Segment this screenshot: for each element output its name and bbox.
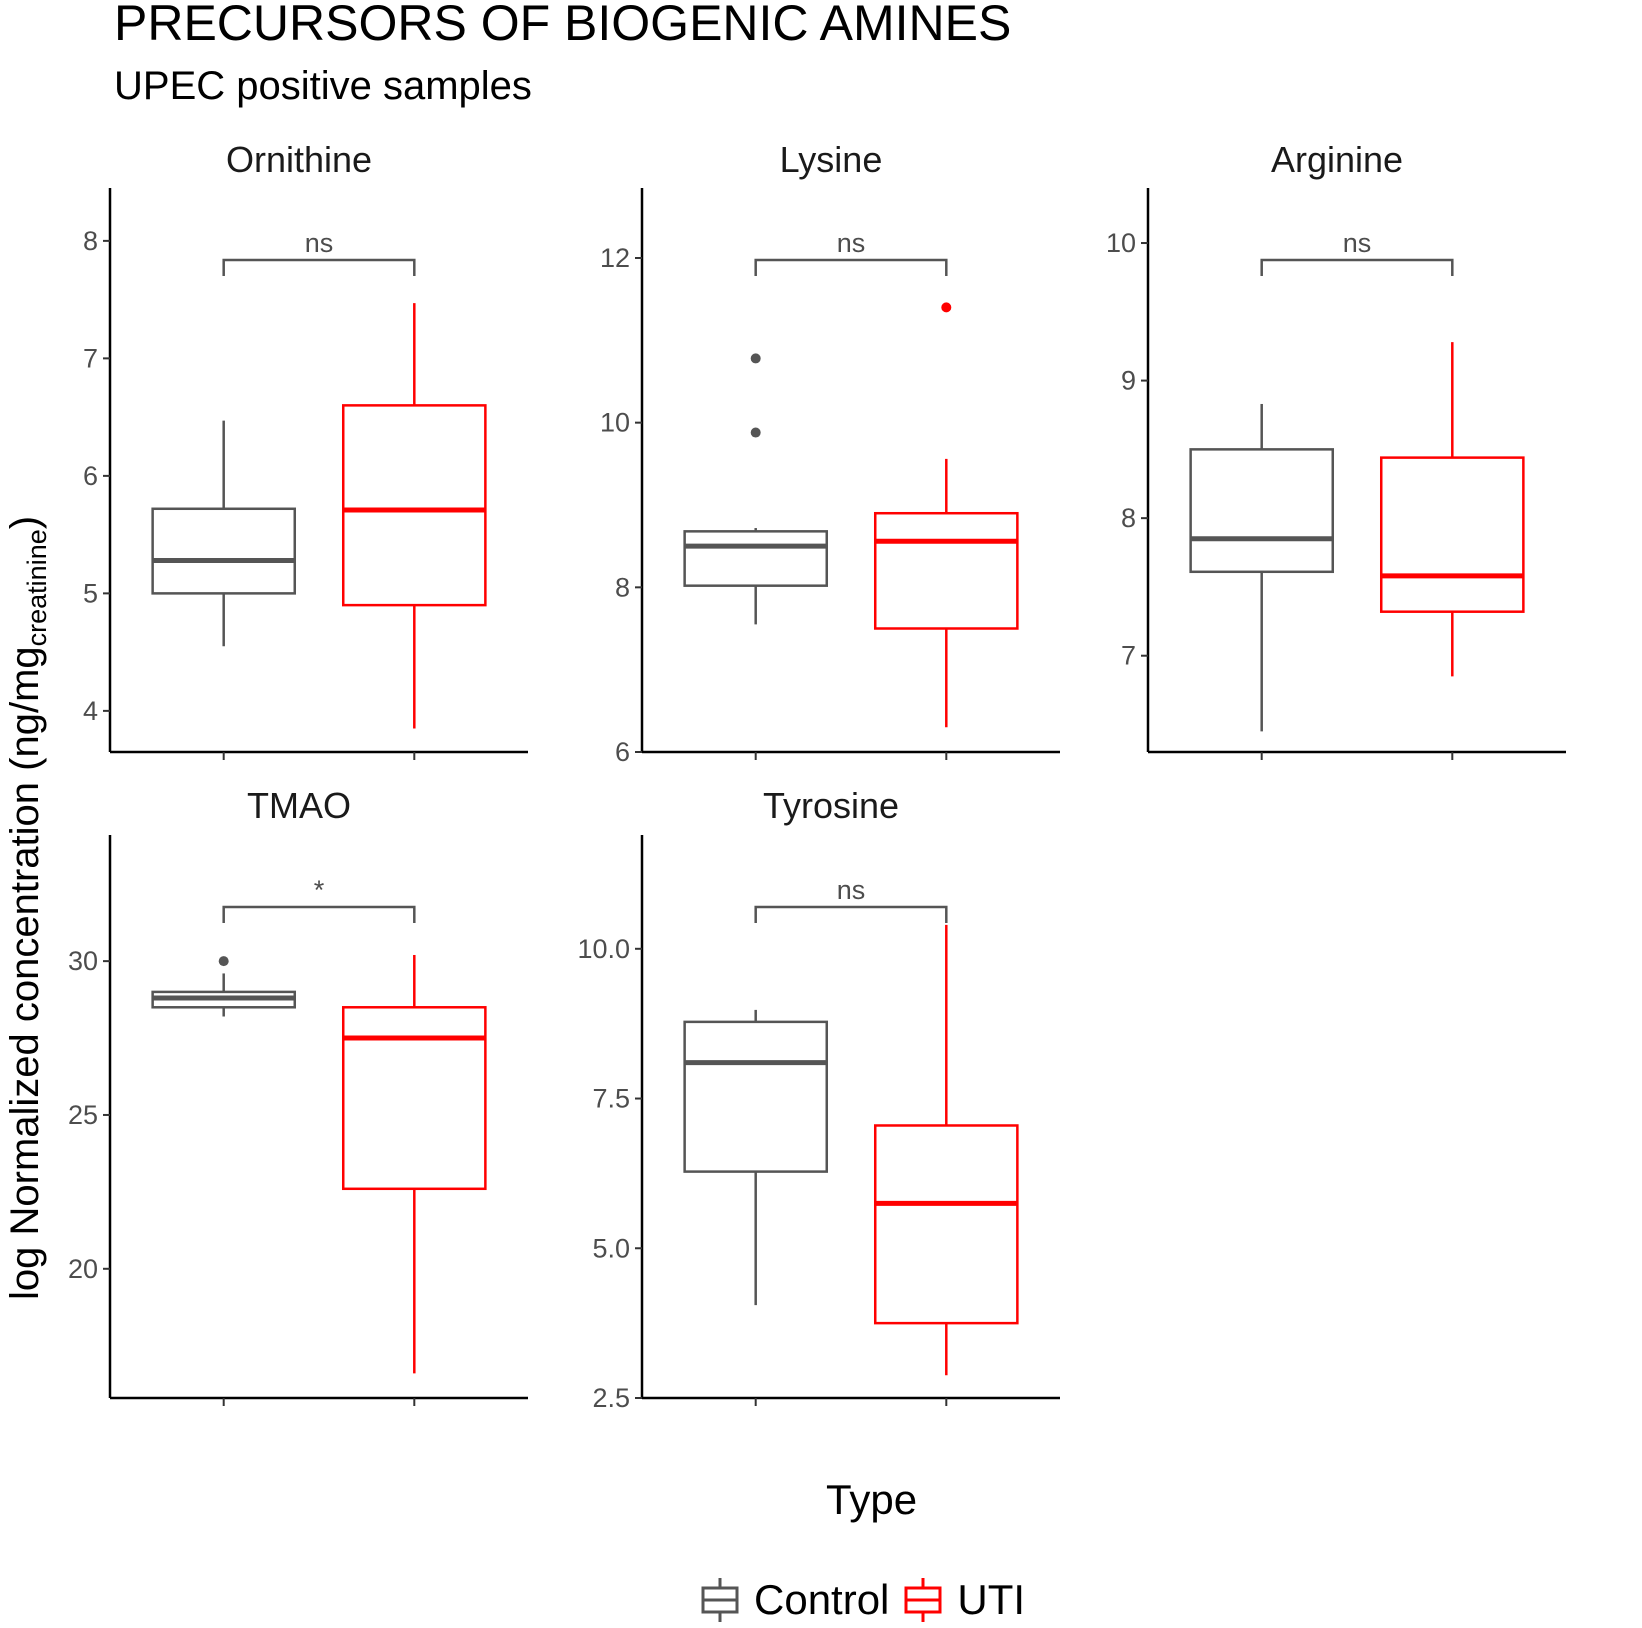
outlier-point: [941, 302, 952, 313]
significance-label: ns: [837, 228, 866, 258]
y-tick-label: 7.5: [592, 1084, 630, 1114]
boxplot-key-icon-control: [701, 1578, 739, 1622]
facet-tmao: TMAO 20 25 30 *: [68, 785, 528, 1406]
y-tick-label: 12: [600, 243, 630, 273]
facet-title: Arginine: [1271, 139, 1403, 180]
y-tick-label: 8: [83, 226, 98, 256]
facet-tyrosine: Tyrosine 2.5 5.0 7.5 10.0 ns: [577, 785, 1060, 1413]
chart-subtitle: UPEC positive samples: [114, 64, 532, 108]
y-tick-label: 2.5: [592, 1383, 630, 1413]
y-tick-label: 8: [1121, 503, 1136, 533]
y-tick-label: 9: [1121, 366, 1136, 396]
legend-label-control: Control: [754, 1576, 890, 1623]
outlier-point: [750, 427, 761, 438]
chart-title: PRECURSORS OF BIOGENIC AMINES: [114, 0, 1012, 51]
boxplot-uti: [873, 302, 1019, 728]
facet-arginine: Arginine 7 8 9 10 ns: [1106, 139, 1566, 760]
facet-title: Ornithine: [226, 139, 372, 180]
y-tick-label: 8: [615, 572, 630, 602]
legend: Control UTI: [700, 1572, 1039, 1628]
boxplot-control: [683, 1009, 829, 1306]
significance-label: ns: [1343, 228, 1372, 258]
significance-bracket: [222, 258, 416, 276]
y-tick-label: 25: [68, 1100, 98, 1130]
significance-label: ns: [305, 228, 334, 258]
boxplot-uti: [341, 303, 487, 729]
significance-bracket: [1260, 258, 1454, 276]
facet-title: Lysine: [780, 139, 883, 180]
outlier-point: [218, 956, 229, 967]
y-tick-label: 7: [1121, 641, 1136, 671]
legend-item-control: Control: [700, 1576, 889, 1624]
significance-label: ns: [837, 875, 866, 905]
boxplot-uti: [873, 924, 1019, 1376]
legend-label-uti: UTI: [957, 1576, 1026, 1623]
y-tick-label: 5: [83, 578, 98, 608]
significance-bracket: [754, 905, 948, 923]
boxplot-control: [151, 956, 297, 1017]
boxplot-control: [683, 353, 829, 625]
significance-bracket: [754, 258, 948, 276]
boxplot-uti: [1379, 342, 1525, 677]
y-tick-label: 30: [68, 946, 98, 976]
y-tick-label: 10.0: [577, 934, 630, 964]
facet-title: Tyrosine: [763, 785, 899, 826]
y-tick-label: 6: [615, 737, 630, 767]
boxplot-control: [151, 420, 297, 647]
y-tick-label: 6: [83, 461, 98, 491]
y-tick-label: 4: [83, 696, 98, 726]
boxplot-key-icon-uti: [904, 1578, 942, 1622]
boxplot-uti: [341, 954, 487, 1374]
y-tick-label: 10: [1106, 228, 1136, 258]
y-tick-label: 7: [83, 343, 98, 373]
legend-item-uti: UTI: [903, 1576, 1025, 1624]
facet-title: TMAO: [247, 785, 351, 826]
boxplot-control: [1189, 403, 1335, 732]
facet-lysine: Lysine 6 8 10 12 ns: [600, 139, 1060, 767]
significance-bracket: [222, 905, 416, 923]
outlier-point: [750, 353, 761, 364]
significance-label: *: [314, 875, 325, 905]
x-axis-label: Type: [826, 1476, 918, 1523]
y-tick-label: 10: [600, 408, 630, 438]
y-tick-label: 20: [68, 1254, 98, 1284]
y-tick-label: 5.0: [592, 1233, 630, 1263]
facet-ornithine: Ornithine 4 5 6 7 8 ns: [83, 139, 528, 760]
